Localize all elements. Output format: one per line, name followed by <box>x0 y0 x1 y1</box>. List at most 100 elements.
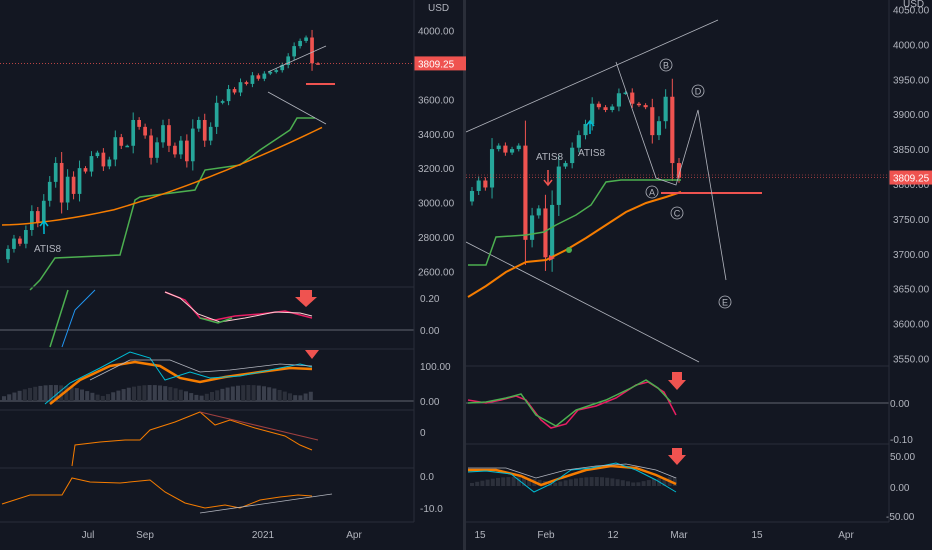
histogram-bar <box>126 387 131 401</box>
left-chart[interactable]: 4000.003800.003600.003400.003200.003000.… <box>0 0 466 550</box>
histogram-bar <box>537 479 542 486</box>
time-axis-label: Jul <box>82 530 95 541</box>
histogram-bar <box>215 390 220 401</box>
histogram-bar <box>7 394 12 401</box>
histogram-bar <box>90 392 95 401</box>
histogram-bar <box>288 393 292 401</box>
wave-label: D <box>695 87 702 97</box>
candle-body <box>220 101 225 103</box>
candle-body <box>596 103 601 108</box>
histogram-bar <box>184 391 188 401</box>
histogram-bar <box>74 388 79 401</box>
candle-body <box>304 37 308 41</box>
candle-body <box>543 208 548 258</box>
last-price-label: 3809.25 <box>893 174 930 185</box>
moving-average-line <box>467 191 682 298</box>
histogram-bar <box>43 385 48 401</box>
candle-body <box>250 75 255 84</box>
candle-body <box>161 125 165 143</box>
candle-body <box>71 176 76 194</box>
histogram-bar <box>147 385 152 401</box>
osc1-green-seg <box>199 317 233 324</box>
osc2-cyan-line <box>44 351 313 405</box>
right-chart[interactable]: 4050.00 4000.00 3950.00 3900.00 3850.00 3800.… <box>466 0 932 550</box>
price-tick-label: 3950.00 <box>893 75 930 86</box>
histogram-bar <box>163 386 168 401</box>
osc4-trend-line <box>199 493 333 514</box>
wave-label-circle <box>691 84 705 98</box>
candle-body <box>663 96 668 122</box>
candle-body <box>149 135 153 158</box>
histogram-bar <box>106 394 110 401</box>
candle-body <box>583 123 588 136</box>
wave-projection-line <box>615 61 727 281</box>
moving-average-line <box>1 126 323 226</box>
histogram-bar <box>568 479 573 486</box>
candle-body <box>202 120 207 141</box>
wave-label-circle <box>645 185 659 199</box>
trailing-stop-line <box>29 117 315 291</box>
histogram-bar <box>189 393 194 401</box>
time-axis-label: 15 <box>751 530 763 541</box>
osc2-tick: 100.00 <box>420 362 451 373</box>
candle-body <box>670 96 675 164</box>
osc2-grey-line <box>89 359 313 381</box>
candle-body <box>286 56 291 65</box>
histogram-bar <box>204 393 209 401</box>
candle-body <box>509 149 515 153</box>
last-price-badge <box>414 56 466 71</box>
price-tick-label: 3850.00 <box>893 145 930 156</box>
histogram-bar <box>511 477 516 486</box>
histogram-bar <box>600 477 604 486</box>
candle-body <box>489 149 495 188</box>
signal-arrow-icon <box>543 170 553 187</box>
histogram-bar <box>574 478 578 486</box>
histogram-bar <box>236 385 240 401</box>
histogram-bar <box>100 395 105 401</box>
histogram-bar <box>485 479 490 486</box>
histogram-bar <box>626 481 630 486</box>
histogram-bar <box>137 385 142 401</box>
candle-body <box>603 107 608 111</box>
price-tick-label: 4050.00 <box>893 5 930 16</box>
osc4-orange-line <box>1 477 313 509</box>
candle-body <box>24 230 28 244</box>
candle-body <box>83 168 88 172</box>
price-tick-label: 3600.00 <box>418 95 455 106</box>
candle-body <box>18 238 22 244</box>
histogram-bar <box>173 388 178 401</box>
axis-unit-label: USD <box>903 0 924 10</box>
candle-body <box>496 145 501 150</box>
osc2-tick: 50.00 <box>890 452 915 463</box>
candle-body <box>238 82 243 93</box>
histogram-bar <box>262 386 266 401</box>
signal-arrow-icon <box>39 219 49 234</box>
histogram-bar <box>54 385 58 401</box>
histogram-bar <box>558 481 563 486</box>
histogram-bar <box>28 387 32 401</box>
histogram-bar <box>501 477 506 486</box>
histogram-bar <box>662 477 667 486</box>
histogram-bar <box>303 393 308 401</box>
candle-body <box>316 63 320 65</box>
down-arrow-icon <box>668 372 686 390</box>
histogram-bar <box>69 386 74 401</box>
histogram-bar <box>194 394 199 401</box>
time-axis-label: Sep <box>136 530 154 541</box>
histogram-bar <box>672 477 677 486</box>
histogram-bar <box>579 477 584 486</box>
candle-body <box>95 152 100 157</box>
histogram-bar <box>178 389 183 401</box>
candle-body <box>119 137 124 146</box>
candle-body <box>476 180 481 191</box>
candle-body <box>244 82 249 84</box>
time-axis-label: 12 <box>607 530 619 541</box>
pane-separator[interactable] <box>463 0 466 550</box>
candle-body <box>196 120 201 129</box>
candle-body <box>280 65 285 71</box>
time-axis-label: 15 <box>474 530 486 541</box>
histogram-bar <box>522 477 526 486</box>
osc1-tick: 0.20 <box>420 294 440 305</box>
annotation-atis8: ATIS8 <box>578 148 605 159</box>
osc1-tick: -0.10 <box>890 435 913 446</box>
